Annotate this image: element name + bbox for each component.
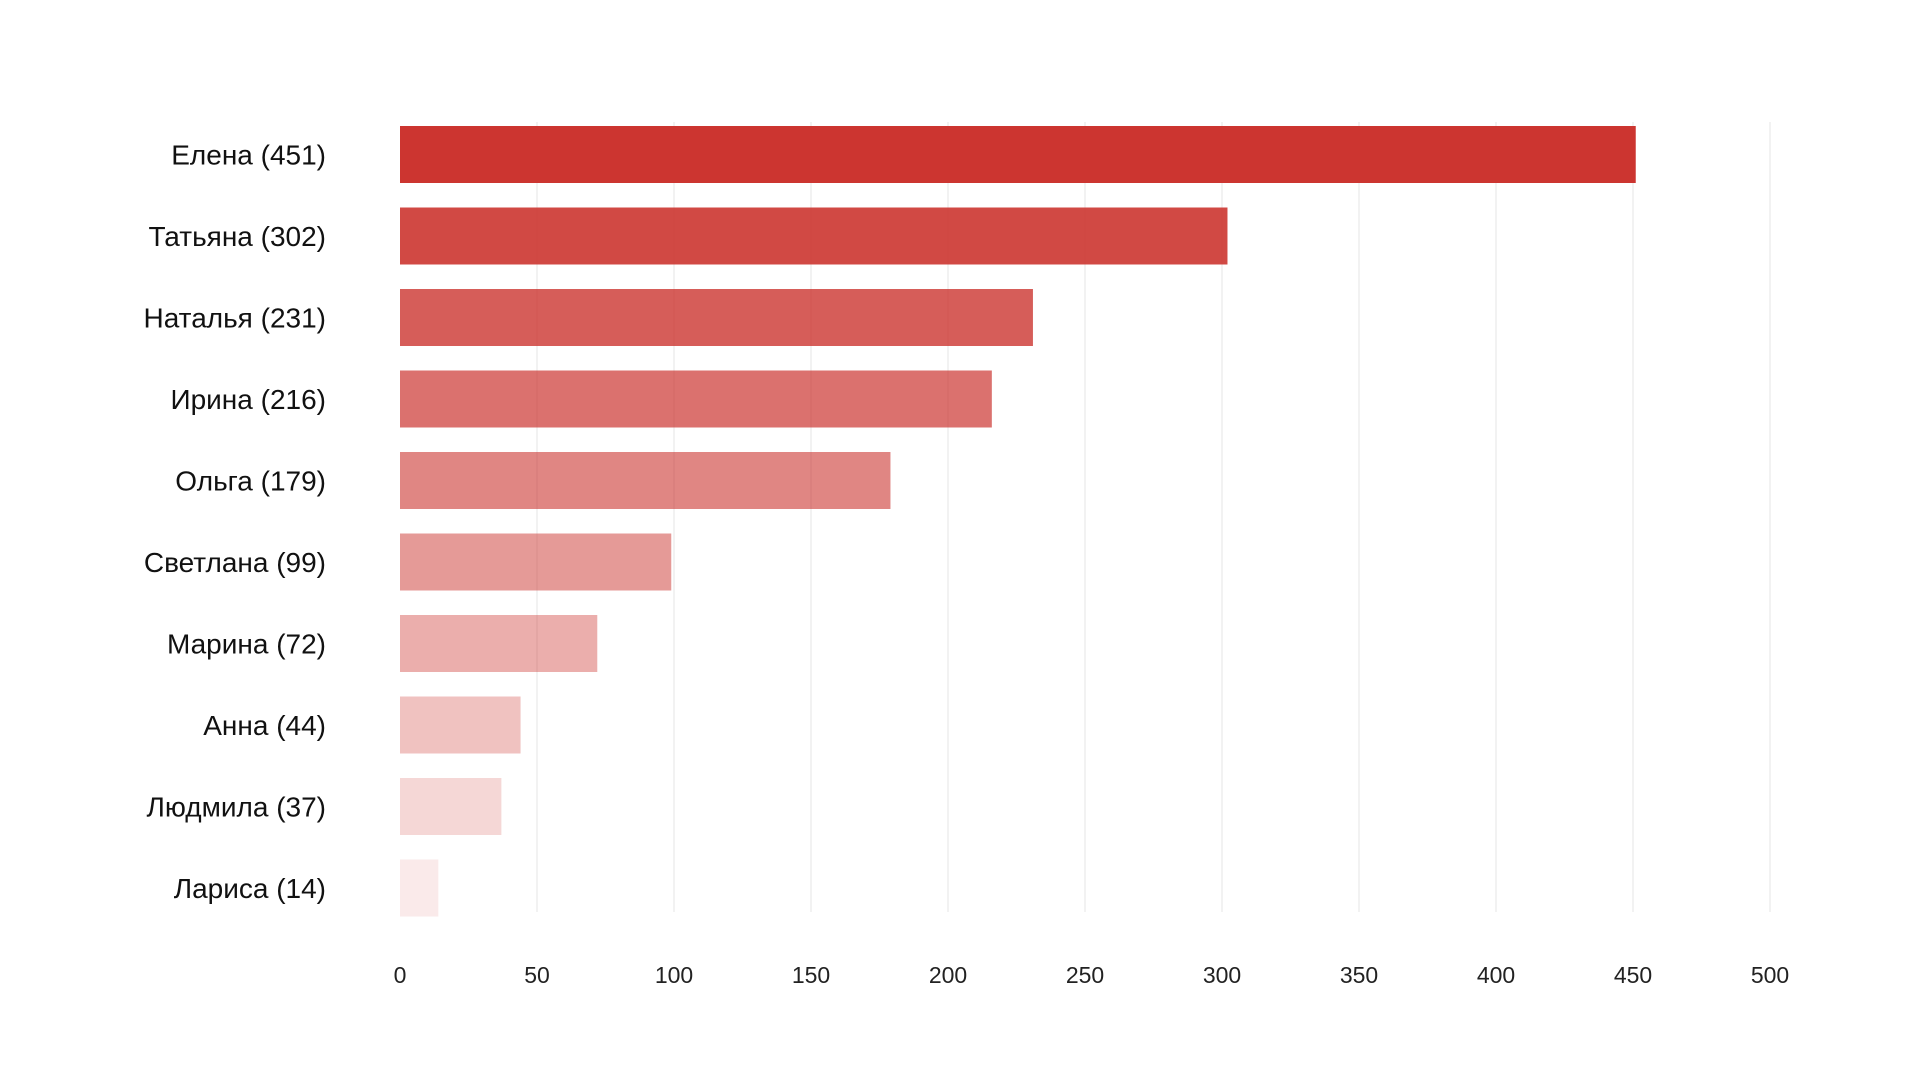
bar (400, 207, 1228, 265)
bar (400, 452, 891, 509)
x-tick-label: 500 (1751, 962, 1789, 988)
x-tick-label: 200 (929, 962, 967, 988)
bar (400, 289, 1033, 346)
bar (400, 533, 672, 591)
x-tick-label: 400 (1477, 962, 1515, 988)
category-label: Марина (72) (167, 629, 326, 660)
x-tick-label: 50 (524, 962, 550, 988)
category-label: Анна (44) (203, 710, 326, 741)
x-tick-label: 100 (655, 962, 693, 988)
bar (400, 859, 439, 917)
category-label: Лариса (14) (174, 873, 326, 904)
bar (400, 615, 598, 672)
category-label: Наталья (231) (144, 303, 327, 334)
x-tick-label: 350 (1340, 962, 1378, 988)
x-axis-ticks: 0 50 100 150 200 250 300 350 400 450 500 (394, 962, 1790, 988)
bar (400, 778, 502, 835)
bar (400, 370, 992, 428)
x-tick-label: 0 (394, 962, 407, 988)
x-tick-label: 150 (792, 962, 830, 988)
category-label: Светлана (99) (144, 547, 326, 578)
category-label: Ольга (179) (175, 466, 326, 497)
x-tick-label: 300 (1203, 962, 1241, 988)
x-tick-label: 450 (1614, 962, 1652, 988)
category-labels: Елена (451) Татьяна (302) Наталья (231) Ири… (144, 140, 327, 905)
bar (400, 126, 1636, 183)
category-label: Елена (451) (171, 140, 326, 171)
category-label: Людмила (37) (147, 792, 326, 823)
bars (400, 126, 1636, 917)
category-label: Татьяна (302) (148, 221, 326, 252)
category-label: Ирина (216) (170, 384, 326, 415)
bar (400, 696, 521, 754)
x-tick-label: 250 (1066, 962, 1104, 988)
